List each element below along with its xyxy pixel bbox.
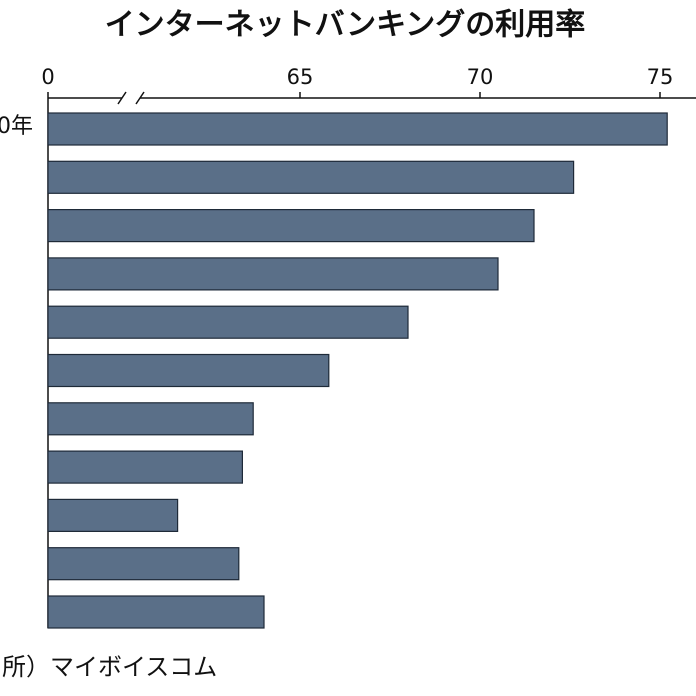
chart-title: インターネットバンキングの利用率 <box>105 8 586 43</box>
source-note: 出所）マイボイスコム <box>0 653 217 681</box>
x-tick-label: 65 <box>287 65 314 89</box>
bar <box>47 498 179 532</box>
bar <box>47 209 535 243</box>
bar <box>47 257 499 291</box>
bar <box>47 112 668 146</box>
bar <box>47 450 243 484</box>
bar <box>47 402 254 436</box>
axis-break <box>117 91 145 105</box>
bar <box>47 160 575 194</box>
bar <box>47 305 409 339</box>
x-tick-label: 70 <box>467 65 494 89</box>
bar <box>47 547 240 581</box>
x-tick-label: 75 <box>647 65 674 89</box>
bar <box>47 353 330 388</box>
bar <box>47 595 265 629</box>
x-tick-label: 0 <box>41 65 54 89</box>
y-tick-label: 0年 <box>0 114 33 139</box>
